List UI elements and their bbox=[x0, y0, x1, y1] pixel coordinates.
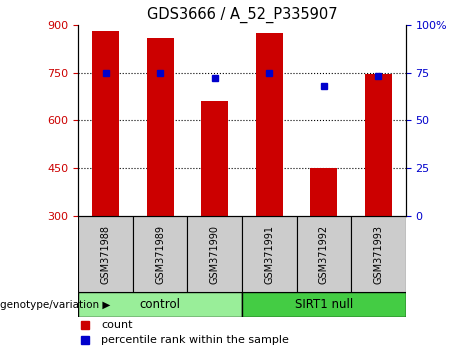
Bar bbox=[256, 33, 283, 216]
Bar bbox=[78, 216, 133, 292]
Bar bbox=[133, 216, 188, 292]
Text: GSM371992: GSM371992 bbox=[319, 224, 329, 284]
Bar bbox=[242, 216, 296, 292]
Text: GSM371990: GSM371990 bbox=[210, 224, 220, 284]
Bar bbox=[188, 216, 242, 292]
Bar bbox=[296, 216, 351, 292]
Text: count: count bbox=[101, 320, 133, 330]
Text: SIRT1 null: SIRT1 null bbox=[295, 298, 353, 311]
Text: percentile rank within the sample: percentile rank within the sample bbox=[101, 335, 289, 345]
Bar bbox=[78, 292, 242, 317]
Text: GSM371991: GSM371991 bbox=[264, 224, 274, 284]
Bar bbox=[351, 216, 406, 292]
Bar bbox=[92, 31, 119, 216]
Text: GSM371988: GSM371988 bbox=[100, 224, 111, 284]
Text: genotype/variation ▶: genotype/variation ▶ bbox=[0, 299, 110, 310]
Bar bbox=[365, 74, 392, 216]
Text: GSM371989: GSM371989 bbox=[155, 224, 165, 284]
Bar bbox=[242, 292, 406, 317]
Text: control: control bbox=[140, 298, 181, 311]
Text: GSM371993: GSM371993 bbox=[373, 224, 384, 284]
Bar bbox=[147, 38, 174, 216]
Bar bbox=[310, 168, 337, 216]
Bar bbox=[201, 101, 228, 216]
Title: GDS3666 / A_52_P335907: GDS3666 / A_52_P335907 bbox=[147, 7, 337, 23]
